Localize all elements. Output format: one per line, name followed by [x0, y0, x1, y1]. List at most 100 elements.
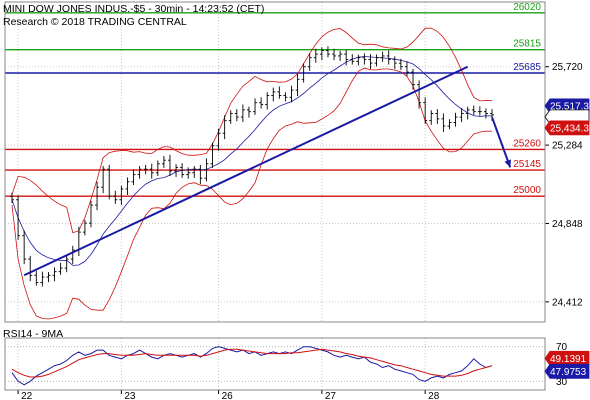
candle: [259, 97, 264, 109]
candle: [216, 128, 221, 151]
candle: [161, 155, 166, 168]
candle: [380, 51, 385, 62]
x-tick-label: 23: [124, 391, 136, 400]
candle: [283, 92, 288, 102]
level-label: 25685: [513, 62, 541, 73]
rsi-panel: [5, 346, 545, 386]
candle: [58, 262, 63, 275]
candle: [113, 190, 118, 204]
candle: [137, 165, 142, 179]
candle: [447, 119, 452, 130]
candle: [386, 50, 391, 65]
candle: [101, 165, 106, 194]
candle: [289, 85, 294, 103]
rsi-series: [11, 348, 493, 378]
candle: [46, 272, 51, 283]
trendlines: [23, 65, 512, 277]
rsi-title: RSI14 - 9MA: [3, 328, 63, 340]
candle: [374, 54, 379, 67]
candle: [350, 54, 355, 65]
chart-title: MINI DOW JONES INDUS.-$5 - 30min - 14:23…: [3, 3, 264, 15]
level-label: 25000: [513, 185, 541, 196]
candle: [240, 104, 245, 123]
candle: [301, 63, 306, 83]
candle: [34, 270, 39, 286]
y-tick-label: 24,848: [552, 219, 583, 230]
candle: [295, 73, 300, 97]
candle: [82, 219, 87, 236]
candle: [186, 167, 191, 179]
lower-band: [11, 67, 493, 320]
candle: [277, 86, 282, 99]
candle: [313, 48, 318, 63]
level-label: 25815: [513, 39, 541, 50]
candle: [198, 164, 203, 185]
candle: [234, 109, 239, 122]
price-tag: 47.9753: [544, 363, 590, 379]
candle: [143, 164, 148, 175]
candle: [95, 181, 100, 211]
candle: [319, 47, 324, 61]
candle: [64, 255, 69, 273]
candle: [417, 80, 422, 109]
candle: [149, 163, 154, 179]
candle: [210, 142, 215, 168]
candle: [441, 113, 446, 132]
candle: [465, 106, 470, 120]
price-tag: 49.1391: [544, 350, 590, 366]
candle: [471, 105, 476, 115]
trendline: [23, 65, 469, 277]
level-label: 25260: [513, 138, 541, 149]
y-tick-label: 24,412: [552, 297, 583, 308]
candle: [483, 108, 488, 119]
main-frame: [4, 1, 546, 323]
candle: [180, 163, 185, 178]
price-tag: 25,434.3: [544, 120, 590, 136]
price-tag-label: 25,517.3: [550, 101, 589, 112]
candle: [423, 97, 428, 124]
chart-subtitle: Research © 2018 TRADING CENTRAL: [3, 16, 187, 28]
candle: [131, 169, 136, 186]
y-tick-label: 25,284: [552, 141, 583, 152]
candle: [404, 61, 409, 77]
price-tag-label: 25,434.3: [550, 123, 589, 134]
x-tick-label: 22: [21, 391, 33, 400]
candle: [453, 112, 458, 127]
rsi-series: [11, 346, 493, 386]
candle: [192, 165, 197, 178]
candle: [28, 255, 33, 282]
candle: [392, 56, 397, 70]
candle: [253, 98, 258, 115]
candle: [70, 245, 75, 265]
candle: [411, 68, 416, 90]
indicator-lines: [11, 27, 493, 320]
candle: [265, 92, 270, 110]
upper-band: [11, 27, 493, 234]
candle: [271, 87, 276, 102]
candle: [222, 115, 227, 140]
candle: [332, 48, 337, 61]
rsi-frame: [4, 337, 546, 391]
level-label: 25145: [513, 159, 541, 170]
candle: [16, 195, 21, 240]
candle: [356, 54, 361, 66]
candle: [368, 54, 373, 70]
level-label: 26020: [513, 2, 541, 13]
candle: [459, 108, 464, 123]
support-resistance-levels: 26020 25815 25685 25260 25145 25000: [5, 2, 545, 197]
candle: [477, 106, 482, 116]
moving-average: [11, 56, 493, 266]
candle: [429, 110, 434, 125]
rsi-tick-label: 70: [556, 342, 568, 353]
price-tag-label: 25,452: [550, 112, 581, 123]
candle: [338, 50, 343, 61]
candle: [10, 192, 14, 203]
candle: [155, 160, 160, 177]
candle: [125, 177, 130, 195]
candle: [246, 106, 251, 118]
candle: [325, 46, 330, 58]
x-tick-label: 27: [325, 391, 337, 400]
candle: [435, 109, 440, 124]
